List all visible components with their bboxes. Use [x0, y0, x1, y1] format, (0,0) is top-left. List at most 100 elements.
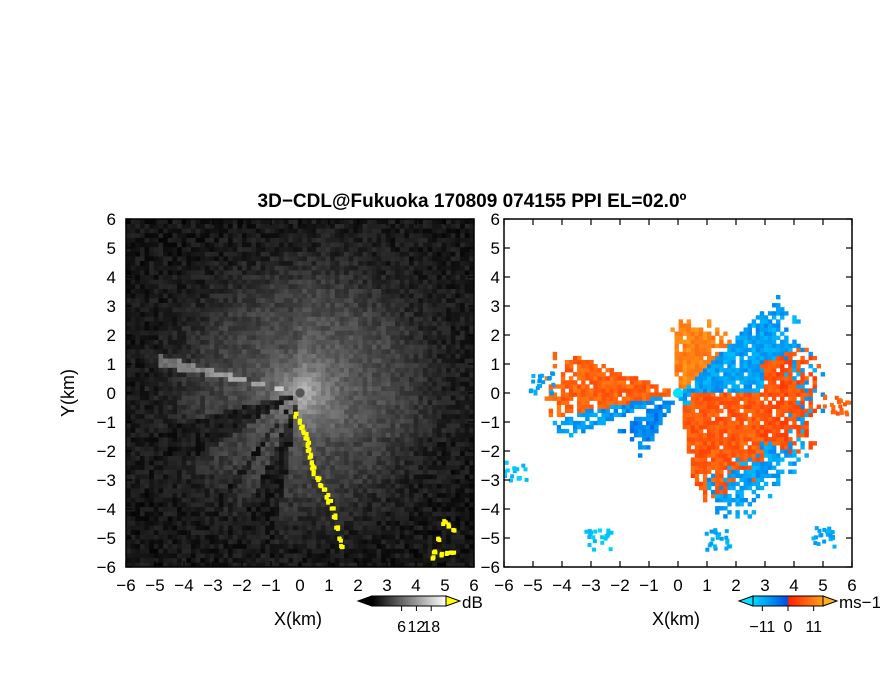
snr-cell	[404, 288, 410, 294]
snr-cell	[279, 283, 285, 289]
snr-cell	[228, 302, 234, 308]
snr-cell	[242, 432, 247, 438]
snr-cell	[399, 348, 405, 354]
snr-cell	[237, 409, 243, 415]
snr-cell	[232, 441, 238, 447]
snr-cell	[172, 534, 178, 540]
snr-cell	[334, 307, 340, 313]
snr-cell	[381, 437, 387, 443]
snr-cell	[269, 460, 275, 466]
snr-cell	[214, 325, 220, 331]
snr-cell	[371, 219, 377, 224]
snr-cell	[418, 311, 424, 317]
snr-cell	[325, 451, 331, 456]
snr-cell	[172, 432, 178, 438]
snr-cell	[163, 335, 169, 340]
snr-cell	[144, 325, 150, 331]
snr-cell	[232, 543, 238, 549]
snr-cell	[218, 302, 224, 308]
snr-cell	[288, 283, 294, 289]
snr-cell	[237, 464, 243, 470]
snr-cell	[311, 344, 317, 350]
snr-cell	[353, 339, 359, 345]
snr-cell	[320, 265, 326, 271]
snr-cell	[330, 557, 336, 563]
snr-cell	[181, 325, 187, 331]
snr-cell	[158, 288, 164, 294]
snr-cell	[190, 330, 196, 336]
snr-cell	[381, 232, 387, 238]
snr-cell	[214, 483, 220, 489]
snr-cell	[181, 367, 187, 373]
snr-cell	[330, 469, 336, 475]
snr-cell	[306, 321, 312, 327]
snr-cell	[200, 483, 206, 489]
snr-cell	[153, 297, 159, 303]
snr-cell	[427, 344, 433, 350]
snr-cell	[274, 325, 280, 331]
snr-cell	[265, 237, 271, 243]
snr-cell	[190, 515, 196, 521]
snr-cell	[293, 437, 299, 443]
snr-cell	[385, 260, 391, 266]
snr-cell	[190, 367, 196, 373]
snr-cell	[325, 511, 331, 517]
snr-cell	[274, 367, 280, 373]
snr-cell	[232, 525, 238, 531]
snr-cell	[432, 506, 438, 512]
snr-cell	[348, 525, 354, 531]
snr-cell	[362, 270, 368, 276]
snr-cell	[181, 335, 187, 340]
snr-cell	[283, 242, 289, 248]
snr-cell	[181, 529, 187, 535]
snr-cell	[255, 557, 261, 563]
snr-cell	[399, 446, 405, 452]
snr-cell	[288, 483, 294, 489]
snr-cell	[232, 293, 238, 299]
snr-cell	[251, 520, 257, 526]
snr-cell	[409, 464, 415, 470]
snr-cell	[339, 270, 345, 276]
snr-cell	[255, 302, 261, 308]
snr-cell	[195, 409, 201, 415]
snr-cell	[269, 478, 275, 484]
snr-cell	[404, 483, 410, 489]
snr-cell	[251, 376, 257, 382]
snr-cell	[409, 321, 415, 327]
snr-cell	[251, 399, 257, 405]
snr-cell	[246, 321, 252, 327]
snr-cell	[186, 256, 192, 262]
snr-cell	[167, 399, 173, 405]
snr-cell	[422, 437, 428, 443]
snr-cell	[172, 274, 178, 280]
snr-cell	[153, 283, 159, 289]
snr-cell	[404, 543, 410, 549]
snr-cell	[269, 553, 275, 559]
snr-cell	[288, 492, 294, 498]
snr-cell	[409, 232, 415, 238]
snr-cell	[413, 502, 419, 508]
snr-cell	[353, 335, 359, 340]
snr-cell	[274, 344, 280, 350]
snr-cell	[200, 511, 206, 517]
snr-cell	[413, 270, 419, 276]
snr-cell	[195, 325, 201, 331]
snr-cell	[353, 367, 359, 373]
snr-cell	[381, 339, 387, 345]
snr-cell	[144, 492, 150, 498]
snr-cell	[334, 418, 340, 424]
snr-cell	[376, 455, 382, 461]
snr-cell	[297, 413, 303, 419]
snr-cell	[395, 256, 401, 262]
snr-cell	[265, 529, 271, 535]
snr-cell	[246, 548, 252, 554]
snr-cell	[381, 423, 387, 429]
snr-cell	[126, 321, 131, 327]
snr-cell	[232, 325, 238, 331]
snr-cell	[302, 529, 308, 535]
snr-cell	[274, 539, 280, 545]
snr-cell	[344, 506, 350, 512]
snr-cell	[218, 488, 224, 494]
snr-cell	[395, 232, 401, 238]
snr-cell	[316, 386, 322, 392]
